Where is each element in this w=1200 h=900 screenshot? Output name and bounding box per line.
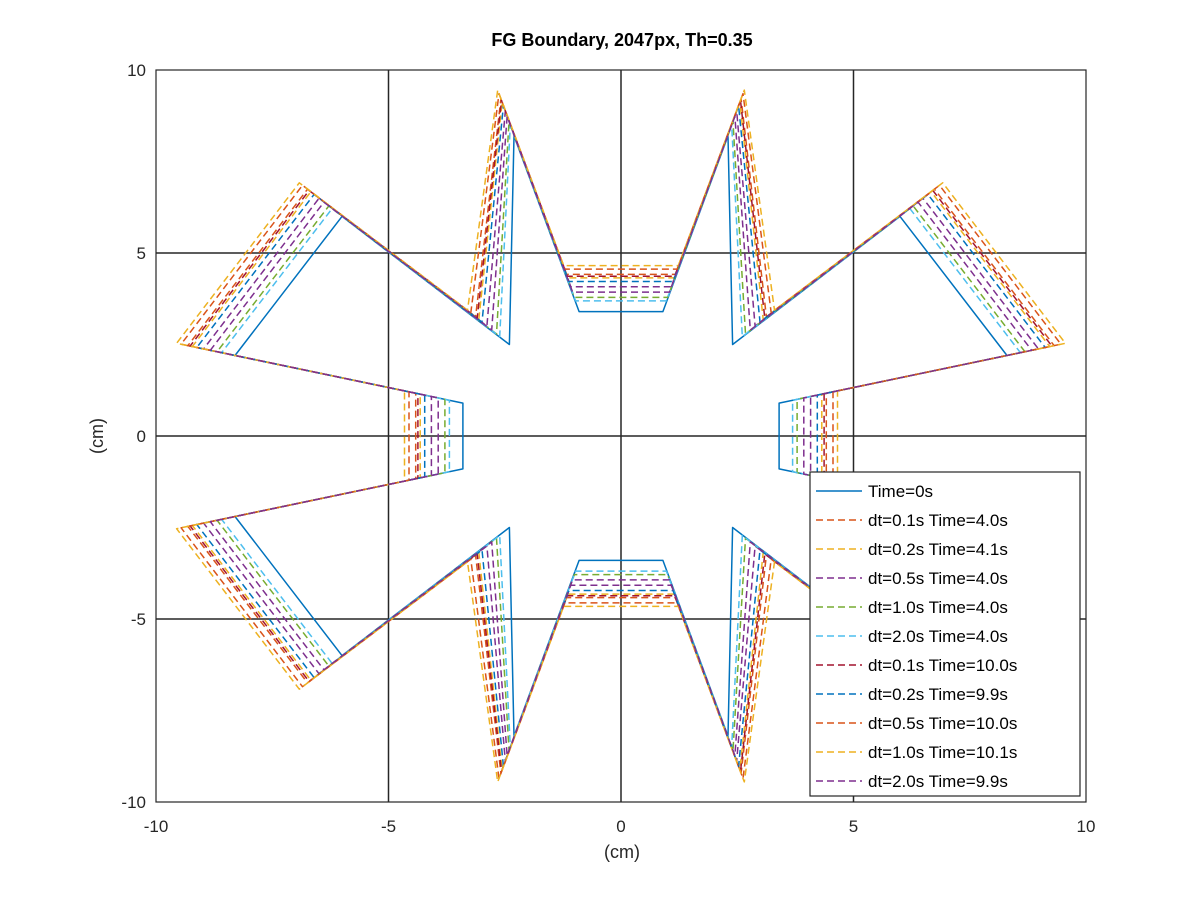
- y-tick-label: 5: [137, 244, 146, 263]
- legend-entry: dt=2.0s Time=9.9s: [868, 772, 1008, 791]
- legend-entry: dt=0.5s Time=10.0s: [868, 714, 1017, 733]
- x-tick-label: 5: [849, 817, 858, 836]
- y-axis-label: (cm): [87, 418, 107, 454]
- y-tick-label: -5: [131, 610, 146, 629]
- legend-box: [809, 471, 1081, 797]
- legend-entry: dt=0.1s Time=10.0s: [868, 656, 1017, 675]
- legend-entry: dt=0.2s Time=4.1s: [868, 540, 1008, 559]
- series-curves: [175, 89, 1067, 783]
- x-tick-label: 0: [616, 817, 625, 836]
- y-tick-label: -10: [121, 793, 146, 812]
- legend: Time=0s dt=0.1s Time=4.0s dt=0.2s Time=4.1…: [809, 471, 1081, 797]
- legend-entry: dt=1.0s Time=10.1s: [868, 743, 1017, 762]
- legend-entry: dt=0.5s Time=4.0s: [868, 569, 1008, 588]
- axis-ticks: -10 -5 0 5 10 -10 -5 0 5 10: [121, 61, 1095, 836]
- x-tick-label: -5: [381, 817, 396, 836]
- series-curve: [209, 115, 1033, 757]
- legend-entry: dt=2.0s Time=4.0s: [868, 627, 1008, 646]
- y-tick-label: 0: [137, 427, 146, 446]
- legend-entry: dt=0.1s Time=4.0s: [868, 511, 1008, 530]
- x-tick-label: 10: [1077, 817, 1096, 836]
- legend-entry: dt=1.0s Time=4.0s: [868, 598, 1008, 617]
- x-tick-label: -10: [144, 817, 169, 836]
- x-axis-label: (cm): [604, 842, 640, 862]
- legend-entry: Time=0s: [868, 482, 933, 501]
- legend-entry: dt=0.2s Time=9.9s: [868, 685, 1008, 704]
- chart-title: FG Boundary, 2047px, Th=0.35: [491, 30, 752, 50]
- y-tick-label: 10: [127, 61, 146, 80]
